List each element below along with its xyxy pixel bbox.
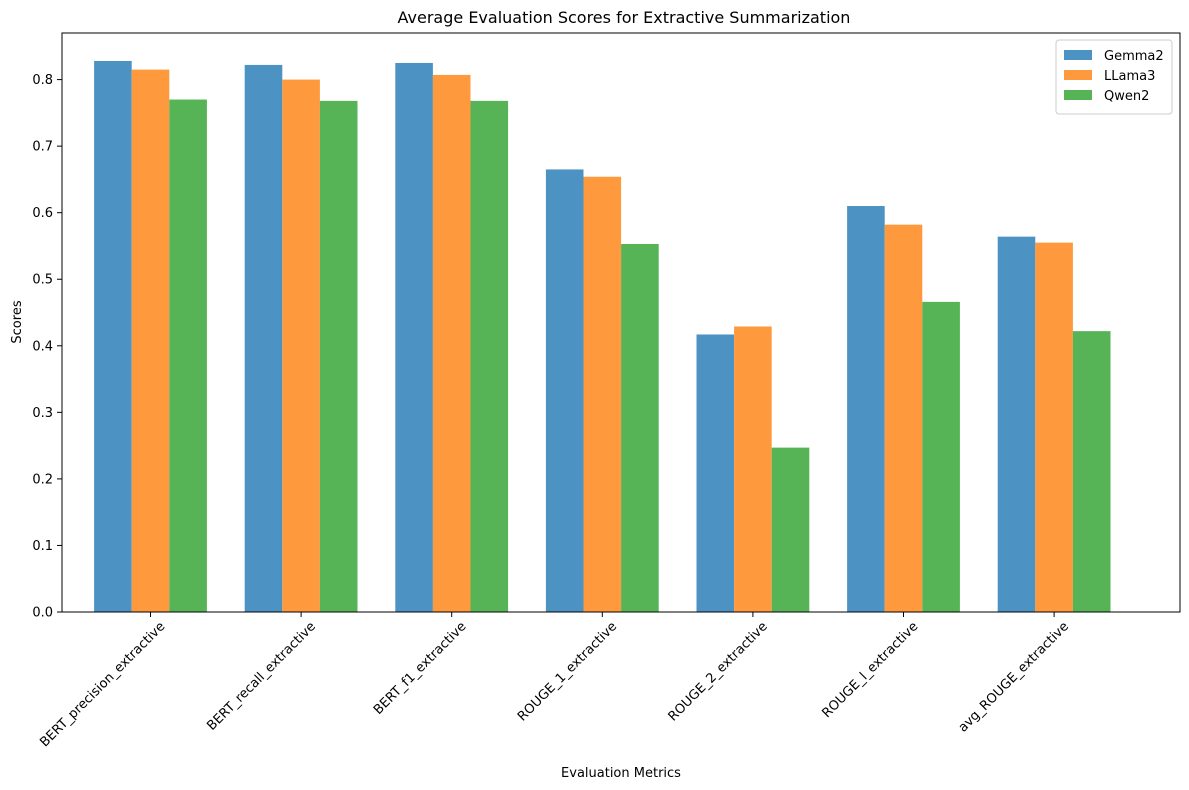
bar-qwen2-avg-rouge-extractive bbox=[1072, 331, 1111, 612]
bar-llama3-avg-rouge-extractive bbox=[1035, 242, 1073, 612]
bar-llama3-rouge-1-extractive bbox=[583, 176, 622, 612]
legend-label-gemma2: Gemma2 bbox=[1104, 49, 1164, 64]
bar-qwen2-rouge-1-extractive bbox=[621, 243, 659, 612]
y-tick-label: 0.3 bbox=[32, 406, 53, 421]
x-tick-label: BERT_recall_extractive bbox=[204, 619, 319, 734]
bar-qwen2-bert-precision-extractive bbox=[169, 99, 207, 613]
y-tick-label: 0.8 bbox=[32, 73, 53, 88]
bar-gemma2-bert-precision-extractive bbox=[94, 60, 132, 612]
y-tick-label: 0.2 bbox=[32, 472, 53, 487]
bar-gemma2-bert-f1-extractive bbox=[395, 62, 433, 612]
bar-gemma2-rouge-l-extractive bbox=[847, 206, 885, 612]
bar-qwen2-bert-recall-extractive bbox=[319, 100, 358, 612]
x-tick-label: ROUGE_l_extractive bbox=[819, 619, 921, 721]
legend-swatch-qwen2 bbox=[1064, 90, 1092, 100]
x-tick-label: BERT_f1_extractive bbox=[371, 619, 470, 718]
x-axis: BERT_precision_extractive BERT_recall_ext… bbox=[37, 612, 1072, 750]
legend-label-qwen2: Qwen2 bbox=[1104, 89, 1149, 104]
bar-gemma2-rouge-2-extractive bbox=[696, 334, 735, 612]
y-tick-label: 0.6 bbox=[32, 206, 53, 221]
bar-llama3-bert-precision-extractive bbox=[131, 69, 170, 613]
bar-gemma2-bert-recall-extractive bbox=[244, 64, 283, 612]
bar-qwen2-bert-f1-extractive bbox=[470, 100, 509, 612]
bar-gemma2-rouge-1-extractive bbox=[545, 169, 584, 612]
y-tick-label: 0.4 bbox=[32, 339, 53, 354]
plot-frame bbox=[61, 32, 1181, 613]
x-tick-label: BERT_precision_extractive bbox=[37, 619, 168, 750]
legend-swatch-gemma2 bbox=[1064, 50, 1092, 60]
y-axis: 0.0 0.1 0.2 0.3 0.4 0.5 0.6 0.7 0.8 bbox=[32, 73, 62, 621]
x-axis-title: Evaluation Metrics bbox=[561, 766, 681, 781]
legend-label-llama3: LLama3 bbox=[1104, 69, 1155, 84]
y-axis-title: Scores bbox=[10, 300, 25, 343]
bar-llama3-rouge-2-extractive bbox=[734, 326, 772, 612]
chart-title: Average Evaluation Scores for Extractive… bbox=[398, 8, 851, 27]
y-tick-label: 0.0 bbox=[32, 606, 53, 621]
bar-qwen2-rouge-l-extractive bbox=[922, 301, 960, 612]
x-tick-label: ROUGE_1_extractive bbox=[515, 619, 620, 724]
bar-llama3-bert-f1-extractive bbox=[432, 74, 471, 613]
y-tick-label: 0.1 bbox=[32, 539, 53, 554]
x-tick-label: avg_ROUGE_extractive bbox=[956, 619, 1072, 735]
bars-layer bbox=[94, 60, 1111, 613]
bar-llama3-bert-recall-extractive bbox=[282, 79, 320, 613]
y-tick-label: 0.7 bbox=[32, 140, 53, 155]
bar-llama3-rouge-l-extractive bbox=[884, 224, 923, 613]
bar-qwen2-rouge-2-extractive bbox=[771, 447, 810, 612]
y-tick-label: 0.5 bbox=[32, 273, 53, 288]
legend: Gemma2 LLama3 Qwen2 bbox=[1055, 39, 1173, 115]
x-tick-label: ROUGE_2_extractive bbox=[666, 619, 771, 724]
legend-swatch-llama3 bbox=[1064, 70, 1092, 80]
bar-gemma2-avg-rouge-extractive bbox=[997, 236, 1036, 612]
